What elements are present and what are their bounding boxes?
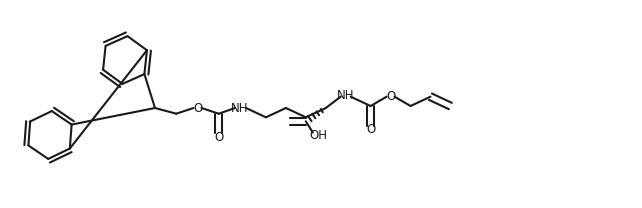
Text: OH: OH — [310, 129, 328, 142]
Text: NH: NH — [337, 89, 354, 102]
Text: O: O — [214, 131, 223, 144]
Text: O: O — [366, 123, 376, 136]
Text: O: O — [386, 90, 395, 103]
Text: O: O — [193, 102, 202, 114]
Text: NH: NH — [231, 102, 248, 114]
